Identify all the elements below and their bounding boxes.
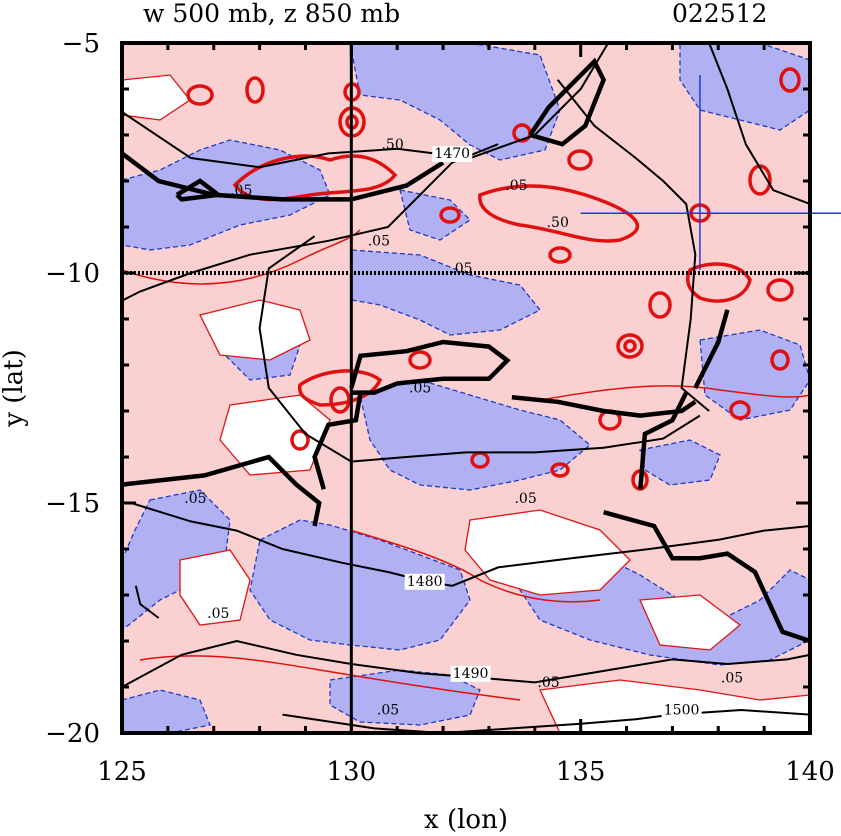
updraft-contour xyxy=(478,184,640,243)
bold-contour xyxy=(528,57,607,147)
z-contour-label: 1490 xyxy=(453,666,489,682)
w-contour-label: .05 xyxy=(450,261,472,277)
updraft-contour xyxy=(539,385,810,401)
plot-frame xyxy=(120,41,812,735)
updraft-contour xyxy=(186,84,214,106)
negative-w-region xyxy=(679,43,810,131)
height-contour xyxy=(258,235,701,463)
w-contour-label: .50 xyxy=(381,137,403,153)
w-contour-label: .05 xyxy=(184,491,206,507)
z-contour-labels: 1470 1480 1490 1500 xyxy=(404,146,702,719)
z-contour-label-background xyxy=(432,146,473,162)
weak-updraft-contours xyxy=(122,229,810,701)
updraft-contour xyxy=(616,333,644,359)
w-contour-label: .05 xyxy=(721,670,743,686)
bold-contour xyxy=(603,510,810,644)
y-tick-label: −15 xyxy=(45,489,100,519)
z-contour-label-background xyxy=(404,573,445,590)
negative-w-region xyxy=(122,689,211,733)
updraft-contour xyxy=(245,76,265,104)
updraft-contour xyxy=(297,369,383,407)
zero-w-region xyxy=(199,299,311,361)
w-contour-label: .05 xyxy=(409,381,431,397)
height-contour xyxy=(122,43,610,169)
updraft-contour xyxy=(349,529,601,603)
bold-contour xyxy=(312,392,363,490)
x-axis-label: x (lon) xyxy=(424,805,508,835)
updraft-contour xyxy=(779,67,801,93)
zero-w-region xyxy=(122,74,191,121)
updraft-contour xyxy=(766,278,794,302)
x-tick-label: 125 xyxy=(97,757,147,787)
height-contour xyxy=(556,79,710,412)
negative-w-region xyxy=(249,519,471,651)
updraft-contour xyxy=(290,429,310,451)
bold-contour xyxy=(122,454,322,527)
bold-contour xyxy=(175,178,225,202)
plot-area: .05.05.05.05.05.05.05.05.05.05.05.50.50 … xyxy=(122,43,810,733)
updraft-contour xyxy=(567,149,593,171)
negative-w-region xyxy=(329,669,481,726)
x-tick-label: 130 xyxy=(327,757,377,787)
axis-ticks xyxy=(120,41,812,735)
height-contour xyxy=(708,43,810,205)
z-contour-label: 1470 xyxy=(434,146,470,162)
z-contour-label: 1480 xyxy=(407,574,443,590)
updraft-contour xyxy=(770,349,790,371)
w-contour-label: .05 xyxy=(537,675,559,691)
updraft-contour xyxy=(729,400,751,420)
bold-contour xyxy=(638,391,689,490)
y-tick-label: −10 xyxy=(45,259,100,289)
w-contour-label: .05 xyxy=(230,183,252,199)
updraft-contour xyxy=(748,164,772,196)
x-tick-label: 140 xyxy=(785,757,835,787)
w-contour-label: .05 xyxy=(514,491,536,507)
w-contour-label: .50 xyxy=(547,215,569,231)
z-contour-label-background xyxy=(450,665,491,682)
updraft-contour xyxy=(550,462,570,478)
chart-title: w 500 mb, z 850 mb xyxy=(143,0,400,28)
bold-contour xyxy=(349,339,511,395)
updraft-contour xyxy=(548,246,572,264)
y-tick-label: −20 xyxy=(45,719,100,749)
negative-w-region xyxy=(399,189,472,241)
updraft-contour xyxy=(408,350,432,370)
bold-contour xyxy=(122,151,445,202)
z-contour-label-background xyxy=(661,702,702,719)
height-contour xyxy=(134,585,160,619)
negative-w-region xyxy=(359,379,592,491)
bold-contour xyxy=(693,309,730,390)
y-axis-label: y (lat) xyxy=(0,349,29,428)
height-contour xyxy=(122,143,499,302)
updraft-contour xyxy=(122,229,361,285)
w-contour-labels: .05 .05 .05 .05 .05 .05 .05 .05 .05 .05 .05 .50 .50 xyxy=(184,137,743,719)
w-contour-label: .05 xyxy=(377,703,399,719)
zero-w-region xyxy=(179,549,251,626)
x-tick-label: 135 xyxy=(556,757,606,787)
w-contour-label: .05 xyxy=(207,606,229,622)
bold-contour xyxy=(511,394,697,418)
updraft-contour xyxy=(686,262,752,303)
updraft-contour xyxy=(439,206,461,224)
z-contour-label: 1500 xyxy=(664,703,700,719)
bold-contours xyxy=(122,57,810,644)
w-contour-label: .05 xyxy=(505,178,527,194)
updraft-contour xyxy=(648,291,672,319)
negative-w-region xyxy=(639,439,721,486)
y-tick-label: −5 xyxy=(62,29,100,59)
chart-date-label: 022512 xyxy=(672,0,767,28)
negative-w-region xyxy=(349,43,561,161)
zero-w-region xyxy=(464,509,631,596)
w-contour-label: .05 xyxy=(368,233,390,249)
updraft-contour xyxy=(139,655,521,701)
updraft-contour xyxy=(623,339,637,353)
zero-w-region xyxy=(639,594,742,651)
